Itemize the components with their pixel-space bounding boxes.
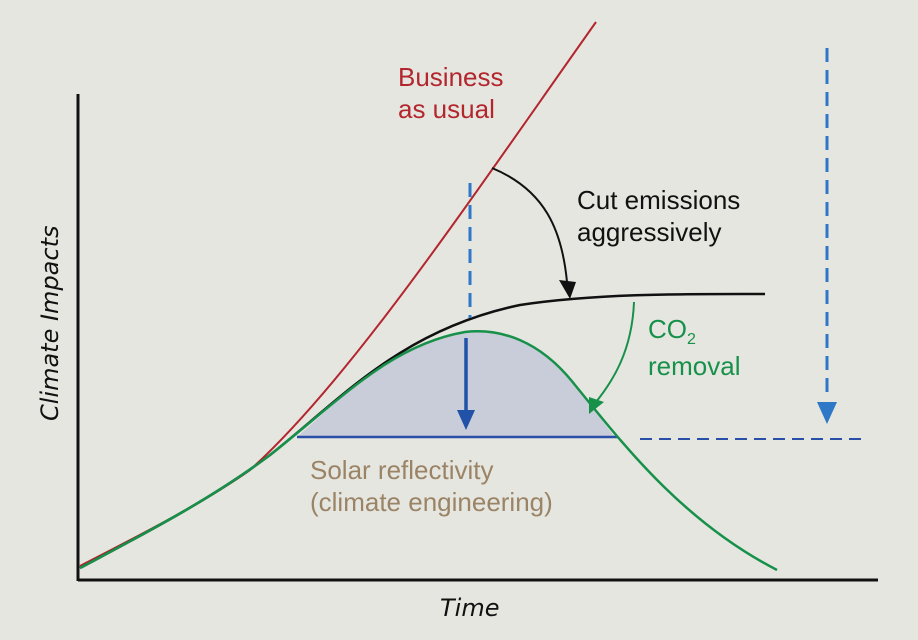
right-dashed-arrowhead [817, 402, 837, 424]
business-label-line1: Business [398, 62, 504, 92]
business-as-usual-label: Business as usual [398, 61, 504, 125]
business-label-line2: as usual [398, 94, 495, 124]
y-axis-title: Climate Impacts [36, 225, 64, 422]
cut-emissions-arrow [491, 167, 568, 283]
co2-label-main: CO [648, 314, 687, 344]
solar-reflectivity-label: Solar reflectivity (climate engineering) [310, 454, 553, 518]
co2-removal-arrowhead [589, 397, 604, 414]
cut-label-line2: aggressively [577, 217, 722, 247]
cut-emissions-label: Cut emissions aggressively [577, 184, 740, 248]
x-axis-title: Time [440, 594, 500, 622]
solar-label-line2: (climate engineering) [310, 487, 553, 517]
solar-arrowhead [457, 410, 475, 430]
co2-removal-arrow [595, 301, 635, 403]
cut-label-line1: Cut emissions [577, 185, 741, 215]
cut-emissions-arrowhead [559, 280, 576, 299]
co2-label-line1: CO2 [648, 313, 740, 350]
co2-removal-curve [79, 330, 778, 572]
co2-label-subscript: 2 [687, 331, 696, 348]
co2-removal-label: CO2 removal [648, 313, 740, 382]
co2-label-line2: removal [648, 351, 741, 381]
solar-label-line1: Solar reflectivity [310, 455, 494, 485]
solar-reflectivity-region [297, 331, 615, 437]
